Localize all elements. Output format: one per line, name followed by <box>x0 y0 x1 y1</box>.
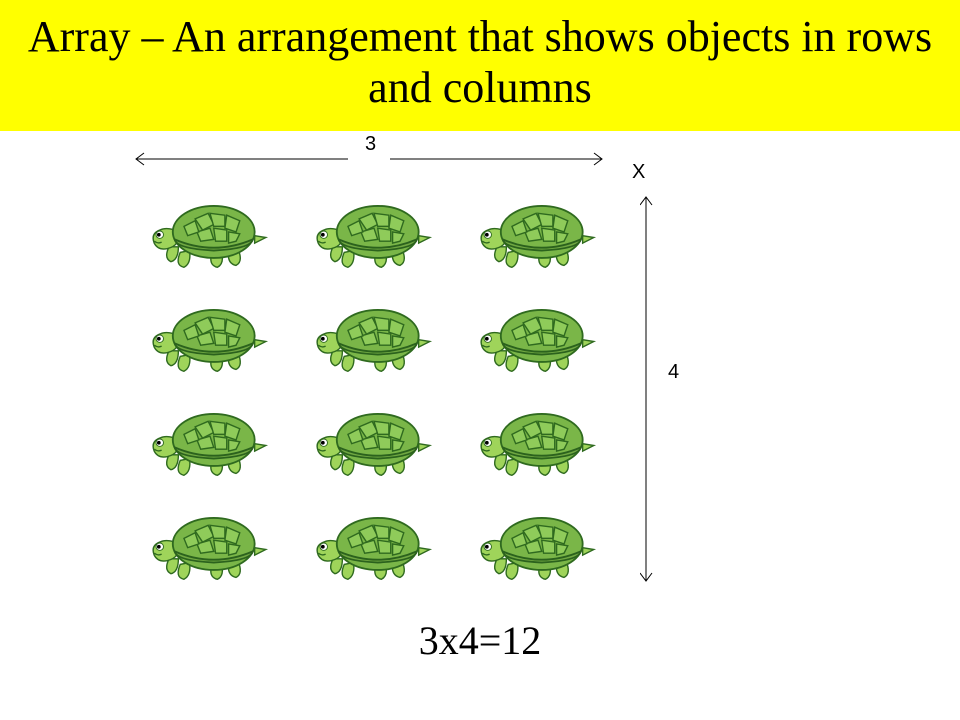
columns-arrow-left <box>130 149 350 169</box>
turtle-icon <box>478 399 598 479</box>
array-diagram: 3 X 4 <box>0 131 960 611</box>
turtle-icon <box>314 295 434 375</box>
turtle-icon <box>150 295 270 375</box>
turtle-icon <box>478 503 598 583</box>
turtle-icon <box>314 399 434 479</box>
turtle-icon <box>478 191 598 271</box>
columns-arrow-right <box>388 149 608 169</box>
turtle-grid <box>150 191 598 583</box>
turtle-icon <box>150 503 270 583</box>
columns-count-label: 3 <box>365 133 376 156</box>
equation-text: 3x4=12 <box>0 617 960 664</box>
rows-arrow <box>640 189 660 589</box>
rows-count-label: 4 <box>668 361 679 384</box>
turtle-icon <box>150 399 270 479</box>
turtle-icon <box>314 191 434 271</box>
turtle-icon <box>478 295 598 375</box>
multiply-label: X <box>632 161 645 184</box>
title-bar: Array – An arrangement that shows object… <box>0 0 960 131</box>
turtle-icon <box>150 191 270 271</box>
page-title: Array – An arrangement that shows object… <box>20 12 940 113</box>
turtle-icon <box>314 503 434 583</box>
